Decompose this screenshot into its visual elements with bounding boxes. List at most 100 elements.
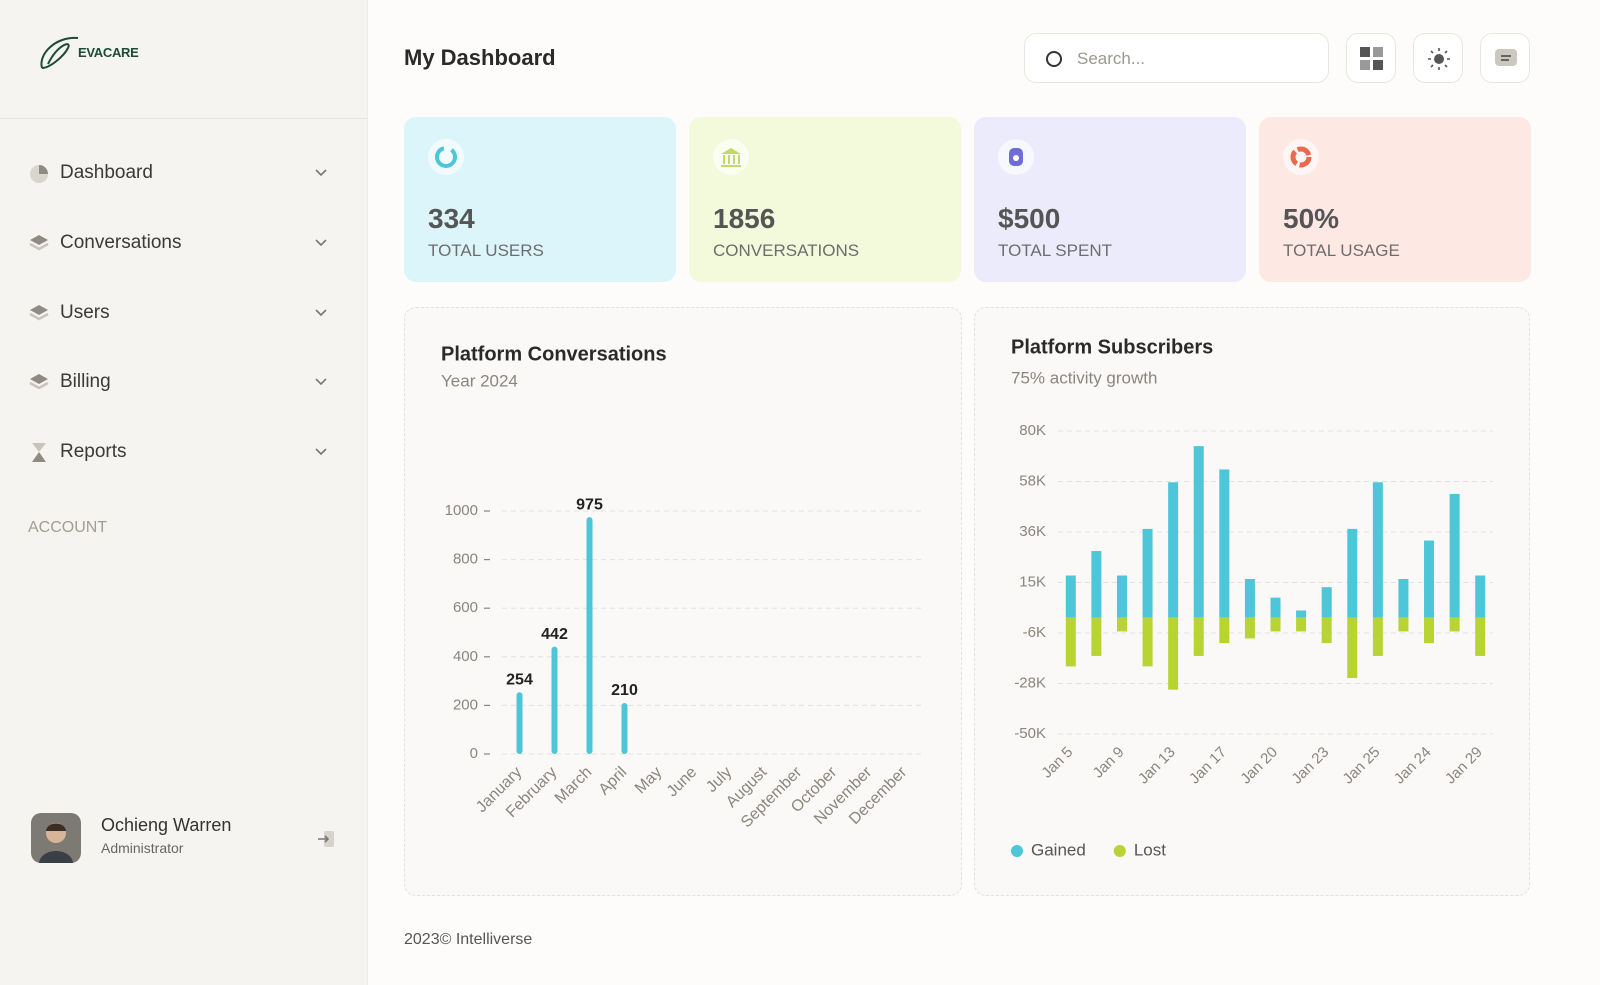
bar (551, 646, 558, 754)
theme-button[interactable] (1413, 33, 1463, 83)
bar (1347, 528, 1358, 618)
nav-label[interactable]: Conversations (60, 232, 182, 253)
data-label: 442 (541, 626, 568, 643)
logo-mark (40, 36, 79, 69)
nav-label[interactable]: Dashboard (60, 162, 153, 183)
y-tick-label: -28K (1014, 674, 1046, 691)
page-title: My Dashboard (404, 45, 556, 70)
bar (1424, 540, 1435, 618)
y-tick-label: 36K (1019, 523, 1046, 540)
search-box[interactable]: Search... (1024, 33, 1329, 83)
x-tick-label: Jan 25 (1340, 744, 1384, 788)
y-tick-label: 200 (453, 696, 478, 713)
footer: 2023© Intelliverse (404, 931, 533, 948)
x-tick-label: Jan 20 (1237, 744, 1281, 788)
stat-label: CONVERSATIONS (713, 241, 860, 260)
avatar (31, 813, 81, 863)
y-tick-label: 0 (470, 745, 478, 762)
bar (1193, 617, 1204, 656)
x-tick-label: Jan 13 (1135, 744, 1179, 788)
bar (516, 692, 523, 754)
stat-label: TOTAL USERS (428, 241, 544, 260)
bar (1398, 579, 1409, 618)
stat-label: TOTAL SPENT (998, 241, 1112, 260)
y-tick-label: 600 (453, 599, 478, 616)
x-tick-label: March (552, 764, 595, 807)
bar (1091, 617, 1102, 656)
bar (1270, 617, 1281, 632)
bar (1372, 617, 1383, 656)
chart-title: Platform Subscribers (1011, 336, 1213, 358)
bar (1244, 579, 1255, 618)
nav-label[interactable]: Users (60, 302, 110, 323)
bar (1116, 617, 1127, 632)
y-tick-label: 15K (1019, 573, 1046, 590)
legend-label: Lost (1134, 840, 1166, 859)
x-tick-label: April (596, 764, 631, 799)
bar (1321, 617, 1332, 644)
bar (1065, 617, 1076, 667)
stat-card: 334 TOTAL USERS (404, 117, 676, 282)
data-label: 210 (611, 682, 638, 699)
chart-subtitle: Year 2024 (441, 371, 518, 390)
nav-item[interactable]: Conversations (28, 228, 338, 258)
x-tick-label: Jan 17 (1186, 744, 1230, 788)
messages-button[interactable] (1480, 33, 1530, 83)
bar (1168, 482, 1179, 618)
nav-label[interactable]: Reports (60, 441, 127, 462)
stat-value: 1856 (713, 203, 776, 234)
bar (1372, 482, 1383, 618)
chart-subtitle: 75% activity growth (1011, 368, 1157, 387)
bar (1270, 597, 1281, 618)
bar (1449, 617, 1460, 632)
y-tick-label: 1000 (445, 502, 478, 519)
stat-card: 50% TOTAL USAGE (1259, 117, 1531, 282)
bar (1193, 446, 1204, 618)
user-name: Ochieng Warren (101, 815, 232, 835)
nav-item[interactable]: Dashboard (28, 158, 338, 188)
y-tick-label: -50K (1014, 725, 1046, 742)
stat-value: $500 (998, 203, 1061, 234)
bar (1475, 575, 1486, 618)
y-tick-label: 800 (453, 551, 478, 568)
bar (621, 702, 628, 754)
bar (1219, 469, 1230, 618)
bar (1347, 617, 1358, 679)
chart-title: Platform Conversations (441, 343, 667, 365)
bar (1065, 575, 1076, 618)
brand: EVACARE (78, 45, 139, 60)
y-tick-label: 400 (453, 648, 478, 665)
stat-value: 50% (1283, 203, 1340, 234)
search-placeholder[interactable]: Search... (1077, 49, 1146, 68)
bar (1424, 617, 1435, 644)
x-tick-label: June (664, 764, 701, 801)
nav-item[interactable]: Reports (28, 437, 338, 467)
grid-button[interactable] (1346, 33, 1396, 83)
stat-value: 334 (428, 203, 475, 234)
x-tick-label: May (632, 764, 665, 797)
logout-button[interactable] (316, 829, 336, 849)
bar (1142, 617, 1153, 667)
bar (1091, 551, 1102, 618)
data-label: 254 (506, 671, 533, 688)
bar (1296, 617, 1307, 632)
x-tick-label: Jan 29 (1442, 744, 1486, 788)
y-tick-label: 58K (1019, 472, 1046, 489)
bar (1321, 587, 1332, 618)
nav-item[interactable]: Users (28, 298, 338, 328)
bar (1116, 575, 1127, 618)
y-tick-label: -6K (1023, 624, 1046, 641)
nav-label[interactable]: Billing (60, 371, 111, 392)
stat-label: TOTAL USAGE (1283, 241, 1400, 260)
bar (1475, 617, 1486, 656)
x-tick-label: Jan 5 (1038, 744, 1076, 782)
x-tick-label: Jan 24 (1391, 744, 1435, 788)
chart-panel (404, 307, 962, 896)
nav-item[interactable]: Billing (28, 367, 338, 397)
legend-marker (1113, 845, 1126, 857)
bar (1449, 493, 1460, 618)
user-role: Administrator (101, 840, 184, 856)
bar (1142, 528, 1153, 618)
